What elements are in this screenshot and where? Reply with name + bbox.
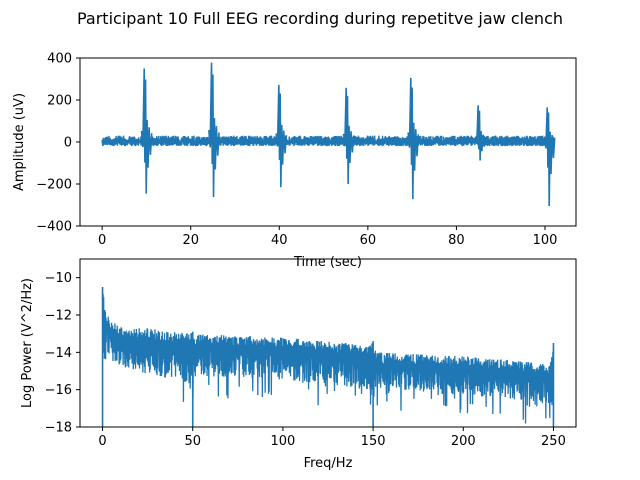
amplitude-clench-event bbox=[474, 105, 487, 161]
psd-series bbox=[101, 287, 555, 427]
psd-x-label: Freq/Hz bbox=[304, 456, 353, 471]
amplitude-series bbox=[101, 62, 556, 207]
psd-y-tick-label: −12 bbox=[45, 309, 72, 324]
amplitude-y-tick-label: −200 bbox=[36, 178, 72, 193]
psd-y-label: Log Power (V^2/Hz) bbox=[20, 278, 35, 408]
amplitude-x-tick-label: 60 bbox=[360, 233, 377, 248]
psd-x-tick-label: 200 bbox=[451, 434, 476, 449]
amplitude-x-label: Time (sec) bbox=[293, 255, 362, 270]
psd-x-tick-label: 250 bbox=[541, 434, 566, 449]
amplitude-clench-event bbox=[407, 77, 420, 200]
amplitude-clench-event bbox=[342, 87, 355, 185]
psd-x-ticks: 0 50 100 150 200 250 bbox=[98, 427, 566, 449]
amplitude-x-tick-label: 40 bbox=[271, 233, 288, 248]
psd-subplot: 0 50 100 150 200 250 −18−16−14−12−10 Freq/Hz … bbox=[20, 258, 577, 471]
psd-y-ticks: −18 −16 −14 −12 −10 bbox=[45, 271, 80, 436]
amplitude-y-tick-label: −400 bbox=[36, 220, 72, 235]
psd-x-tick-label: 100 bbox=[270, 434, 295, 449]
amplitude-x-tick-label: 20 bbox=[182, 233, 199, 248]
amplitude-clench-event bbox=[275, 84, 288, 188]
psd-y-tick-label: −16 bbox=[45, 383, 72, 398]
amplitude-y-tick-label: 0 bbox=[64, 136, 72, 151]
psd-trace bbox=[101, 291, 555, 424]
psd-y-tick-label: −18 bbox=[45, 421, 72, 436]
amplitude-x-tick-label: 100 bbox=[533, 233, 558, 248]
amplitude-clench-event bbox=[543, 107, 556, 207]
amplitude-y-tick-label: 200 bbox=[47, 94, 72, 109]
amplitude-clench-event bbox=[140, 68, 153, 194]
figure-title: Participant 10 Full EEG recording during… bbox=[77, 9, 563, 28]
psd-x-tick-label: 50 bbox=[184, 434, 201, 449]
amplitude-baseline-trace bbox=[101, 135, 555, 147]
psd-x-tick-label: 0 bbox=[98, 434, 106, 449]
amplitude-clench-event bbox=[208, 62, 220, 198]
amplitude-y-ticks: −400 −200 0 200 400 bbox=[36, 52, 80, 235]
amplitude-y-label: Amplitude (uV) bbox=[12, 93, 27, 191]
amplitude-x-tick-label: 0 bbox=[98, 233, 106, 248]
psd-y-tick-label: −14 bbox=[45, 346, 72, 361]
amplitude-x-tick-label: 80 bbox=[448, 233, 465, 248]
psd-x-tick-label: 150 bbox=[361, 434, 386, 449]
amplitude-y-tick-label: 400 bbox=[47, 52, 72, 67]
psd-axes-frame bbox=[79, 258, 577, 428]
amplitude-x-ticks: 0 20 40 60 80 100 bbox=[98, 226, 557, 248]
psd-y-tick-label: −10 bbox=[45, 271, 72, 286]
